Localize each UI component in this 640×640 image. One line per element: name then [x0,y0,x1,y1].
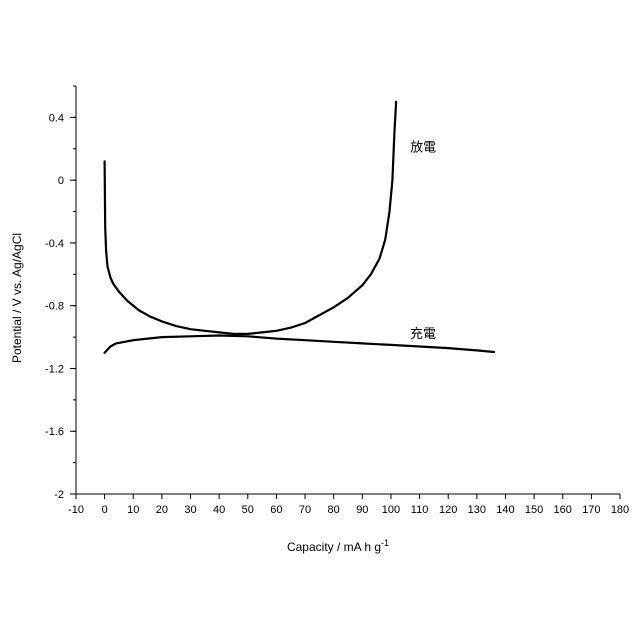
x-tick-label: 30 [184,504,196,516]
x-axis-title-text: Capacity / mA h g [287,540,381,554]
x-ticks: -10 0 10 20 30 40 50 60 70 80 90 100 110 120 130 140 150… [68,494,629,516]
y-tick-label: 0 [58,175,64,187]
x-tick-label: 180 [611,504,629,516]
y-tick-label: 0.4 [49,112,64,124]
x-tick-label: 140 [496,504,514,516]
x-tick-label: -10 [68,504,84,516]
y-tick-label: -0.8 [45,301,64,313]
series-group: 放電充電 [105,102,494,353]
x-tick-label: 120 [439,504,457,516]
x-axis-title: Capacity / mA h g-1 [287,538,389,554]
x-axis-title-superscript: -1 [381,538,389,548]
x-tick-label: 130 [468,504,486,516]
y-tick-label: -1.6 [45,426,64,438]
x-tick-label: 50 [242,504,254,516]
y-axis-title: Potential / V vs. Ag/AgCl [10,233,24,363]
x-tick-label: 10 [127,504,139,516]
y-tick-label: -1.2 [45,363,64,375]
series-line-0 [105,102,397,334]
x-tick-label: 20 [156,504,168,516]
y-tick-label: -2 [54,489,64,501]
x-tick-label: 40 [213,504,225,516]
y-ticks: -2 -1.6 -1.2 -0.8 -0.4 0 0.4 [45,86,76,501]
x-tick-label: 60 [270,504,282,516]
axes [76,86,620,494]
x-tick-label: 70 [299,504,311,516]
x-tick-label: 80 [328,504,340,516]
series-label-0: 放電 [410,141,436,156]
x-tick-label: 170 [582,504,600,516]
x-tick-label: 100 [382,504,400,516]
x-tick-label: 160 [554,504,572,516]
y-tick-label: -0.4 [45,238,64,250]
x-tick-label: 90 [356,504,368,516]
x-tick-label: 150 [525,504,543,516]
series-label-1: 充電 [410,326,436,342]
x-tick-label: 0 [102,504,108,516]
x-tick-label: 110 [411,504,429,516]
